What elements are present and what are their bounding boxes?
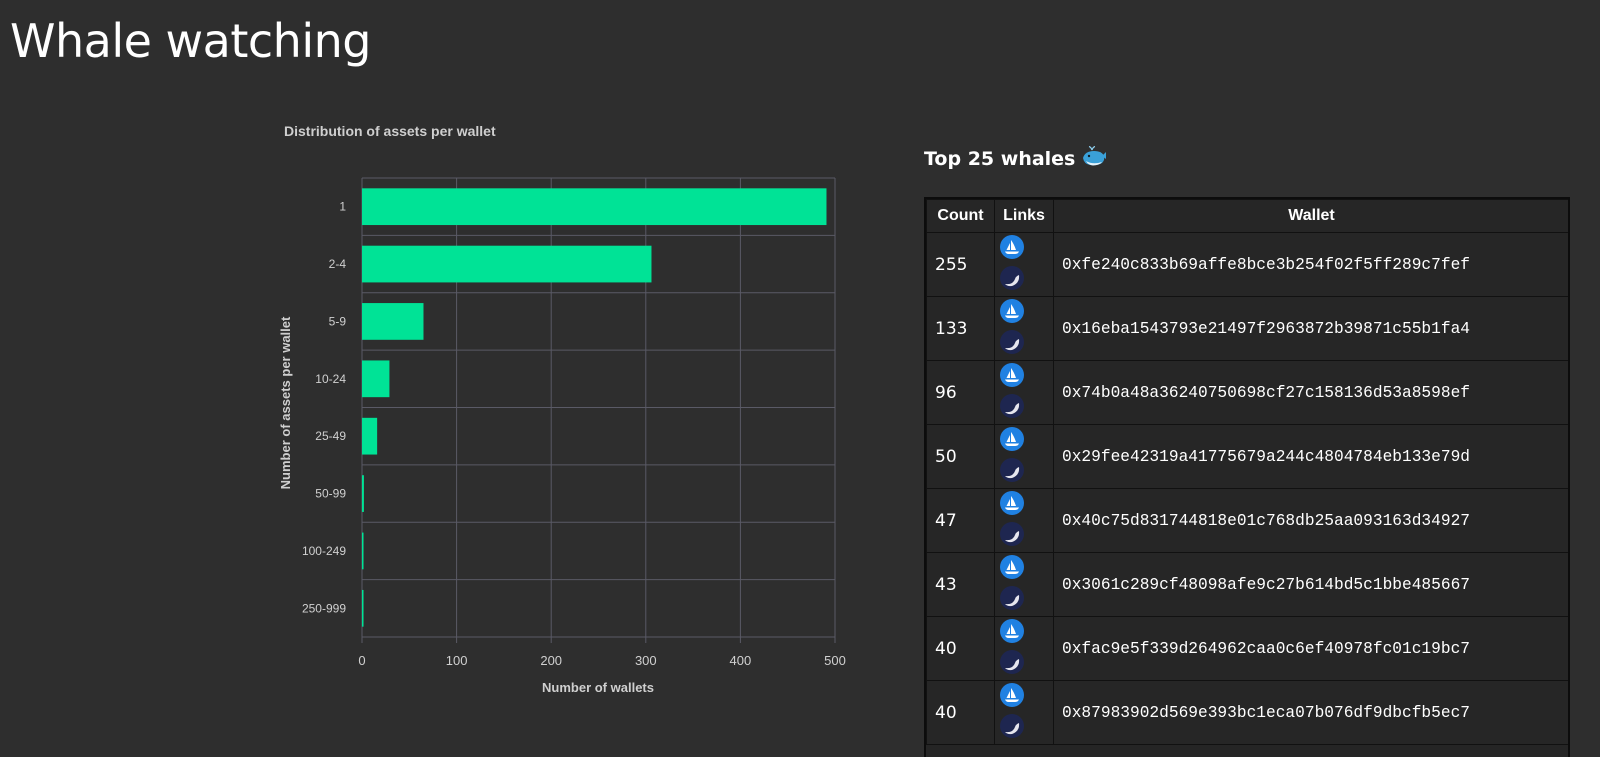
wallet-cell: 0x40c75d831744818e01c768db25aa093163d349… [1053,488,1568,553]
wallet-cell: 0x29fee42319a41775679a244c4804784eb133e7… [1053,424,1568,489]
page-title: Whale watching [10,14,371,68]
y-tick-label: 25-49 [315,429,346,443]
table-row: 47 0x40c75d831744818e01c768db25aa093163d3… [926,488,1568,553]
bar-5-9 [362,303,424,340]
table-row: 40 0x87983902d569e393bc1eca07b076df9dbcfb… [926,680,1568,745]
top-whales-title: Top 25 whales [924,142,1570,179]
bar-50-99 [362,475,364,512]
table-header-row: Count Links Wallet [926,199,1568,233]
count-cell: 96 [926,360,995,425]
wallet-cell: 0x87983902d569e393bc1eca07b076df9dbcfb5e… [1053,680,1568,745]
table-row: 40 0xfac9e5f339d264962caa0c6ef40978fc01c1… [926,616,1568,681]
count-cell: 40 [926,616,995,681]
moon-icon[interactable] [1000,650,1024,674]
x-tick-label: 100 [446,653,468,668]
wallet-cell: 0x16eba1543793e21497f2963872b39871c55b1f… [1053,296,1568,361]
assets-distribution-chart: Distribution of assets per wallet 1 2-4 5-… [270,110,870,720]
links-cell [994,296,1054,361]
chart-y-axis-label: Number of assets per wallet [278,316,293,489]
bar-25-49 [362,417,378,455]
y-tick-label: 50-99 [315,487,346,501]
x-tick-label: 400 [730,653,752,668]
chart-bars [362,188,827,627]
y-tick-label: 10-24 [315,372,346,386]
table-row: 96 0x74b0a48a36240750698cf27c158136d53a85… [926,360,1568,425]
y-tick-label: 100-249 [302,544,346,558]
chart-x-axis-label: Number of wallets [542,680,654,695]
wallet-cell: 0x3061c289cf48098afe9c27b614bd5c1bbe4856… [1053,552,1568,617]
moon-icon[interactable] [1000,266,1024,290]
column-header-count: Count [926,199,995,233]
y-tick-label: 1 [339,200,346,214]
top-whales-section: Top 25 whales Count Links Wallet [924,142,1570,757]
links-cell [994,680,1054,745]
x-tick-label: 0 [358,653,365,668]
top-whales-table: Count Links Wallet 255 0xfe240c833b69affe… [926,199,1568,745]
moon-icon[interactable] [1000,714,1024,738]
moon-icon[interactable] [1000,522,1024,546]
top-whales-title-text: Top 25 whales [924,148,1076,170]
table-row: 50 0x29fee42319a41775679a244c4804784eb133… [926,424,1568,489]
x-tick-label: 500 [824,653,846,668]
opensea-icon[interactable] [1000,299,1024,323]
bar-2-4 [362,245,652,283]
moon-icon[interactable] [1000,394,1024,418]
count-cell: 40 [926,680,995,745]
y-tick-label: 250-999 [302,601,346,615]
count-cell: 133 [926,296,995,361]
links-cell [994,360,1054,425]
links-cell [994,232,1054,297]
wallet-cell: 0xfe240c833b69affe8bce3b254f02f5ff289c7f… [1053,232,1568,297]
links-cell [994,616,1054,681]
table-row: 133 0x16eba1543793e21497f2963872b39871c55… [926,296,1568,361]
links-cell [994,488,1054,553]
wallet-cell: 0xfac9e5f339d264962caa0c6ef40978fc01c19b… [1053,616,1568,681]
moon-icon[interactable] [1000,458,1024,482]
links-cell [994,552,1054,617]
table-row: 43 0x3061c289cf48098afe9c27b614bd5c1bbe48… [926,552,1568,617]
opensea-icon[interactable] [1000,363,1024,387]
chart-title: Distribution of assets per wallet [284,123,496,139]
assets-distribution-chart-svg: Distribution of assets per wallet 1 2-4 5-… [278,123,846,695]
table-row: 255 0xfe240c833b69affe8bce3b254f02f5ff289… [926,232,1568,297]
x-tick-label: 300 [635,653,657,668]
y-tick-label: 5-9 [329,314,347,328]
opensea-icon[interactable] [1000,427,1024,451]
top-whales-table-body: 255 0xfe240c833b69affe8bce3b254f02f5ff289… [926,232,1568,745]
bar-1 [362,188,827,226]
column-header-wallet: Wallet [1053,199,1568,233]
chart-grid [361,177,836,643]
chart-y-tick-labels: 1 2-4 5-9 10-24 25-49 50-99 100-249 250-999 [302,200,346,616]
bar-100-249 [362,532,364,570]
count-cell: 47 [926,488,995,553]
count-cell: 43 [926,552,995,617]
count-cell: 50 [926,424,995,489]
count-cell: 255 [926,232,995,297]
opensea-icon[interactable] [1000,555,1024,579]
moon-icon[interactable] [1000,586,1024,610]
column-header-links: Links [994,199,1054,233]
opensea-icon[interactable] [1000,491,1024,515]
bar-250-999 [362,589,364,627]
chart-x-tick-labels: 0 100 200 300 400 500 [358,653,845,668]
x-tick-label: 200 [540,653,562,668]
moon-icon[interactable] [1000,330,1024,354]
bar-10-24 [362,360,390,398]
links-cell [994,424,1054,489]
opensea-icon[interactable] [1000,619,1024,643]
wallet-cell: 0x74b0a48a36240750698cf27c158136d53a8598… [1053,360,1568,425]
whale-emoji-icon [1081,145,1107,179]
y-tick-label: 2-4 [329,257,347,271]
opensea-icon[interactable] [1000,683,1024,707]
opensea-icon[interactable] [1000,235,1024,259]
top-whales-table-container[interactable]: Count Links Wallet 255 0xfe240c833b69affe… [924,197,1570,757]
